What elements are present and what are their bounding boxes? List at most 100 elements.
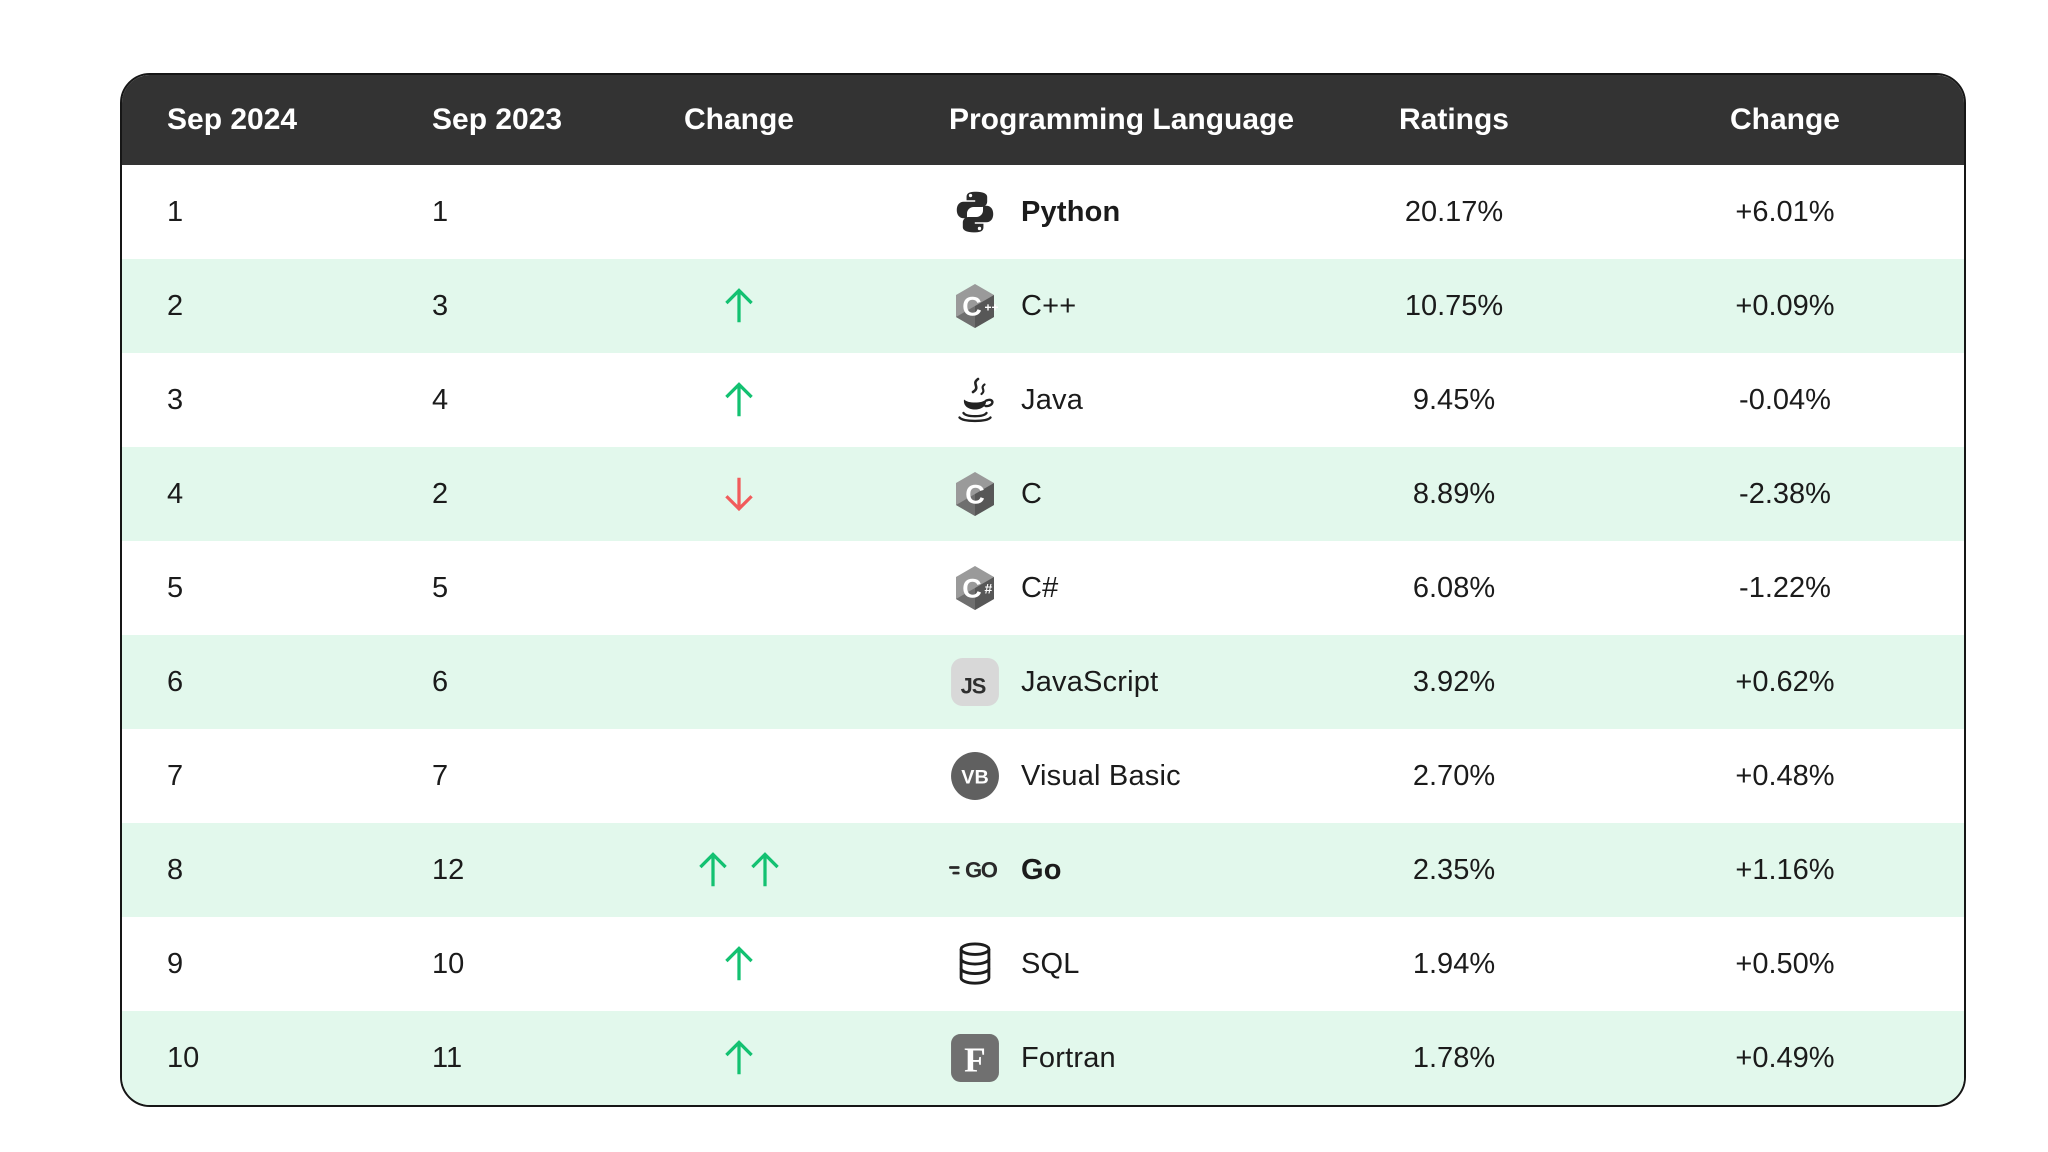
rank-previous-cell: 4 — [432, 383, 449, 416]
up-arrow-icon — [721, 944, 757, 984]
table-row: 3 4 Java 9.45% -0.04% — [122, 353, 1964, 447]
column-header-programming-language: Programming Language — [949, 103, 1295, 136]
rank-previous-cell: 7 — [432, 759, 449, 792]
sql-icon — [949, 938, 1001, 990]
rank-current-cell: 1 — [167, 195, 184, 228]
table-row: 5 5 C # C# 6.08% -1.22% — [122, 541, 1964, 635]
language-name: Python — [1021, 195, 1121, 228]
table-row: 7 7 VB Visual Basic 2.70% +0.48% — [122, 729, 1964, 823]
up-arrow-icon — [721, 286, 757, 326]
language-cell: SQL — [889, 938, 1302, 990]
rank-current-cell: 2 — [167, 289, 184, 322]
cpp-icon: C ++ — [949, 280, 1001, 332]
down-arrow-icon — [721, 474, 757, 514]
ratings-cell: 8.89% — [1412, 477, 1496, 510]
svg-text:VB: VB — [961, 766, 988, 788]
rank-previous-cell: 6 — [432, 665, 449, 698]
ratings-change-cell: +1.16% — [1735, 853, 1835, 886]
language-name: Go — [1021, 853, 1062, 886]
language-name: C# — [1021, 571, 1059, 604]
language-cell: VB Visual Basic — [889, 750, 1302, 802]
language-cell: GO Go — [889, 844, 1302, 896]
table-row: 10 11 F Fortran 1.78% +0.49% — [122, 1011, 1964, 1105]
rank-current-cell: 5 — [167, 571, 184, 604]
ratings-change-cell: -0.04% — [1739, 383, 1831, 416]
rank-change-cell — [589, 286, 889, 326]
rank-previous-cell: 12 — [432, 853, 465, 886]
svg-text:C: C — [962, 292, 982, 322]
ratings-change-cell: -1.22% — [1739, 571, 1831, 604]
python-icon — [949, 186, 1001, 238]
table-row: 2 3 C ++ C++ 10.75% +0.09% — [122, 259, 1964, 353]
ratings-cell: 1.78% — [1412, 1041, 1496, 1074]
c-icon: C — [949, 468, 1001, 520]
rank-change-cell — [589, 850, 889, 890]
language-cell: Java — [889, 374, 1302, 426]
table-row: 9 10 SQL 1.94% +0.50% — [122, 917, 1964, 1011]
table-row: 4 2 C C 8.89% -2.38% — [122, 447, 1964, 541]
rank-previous-cell: 2 — [432, 477, 449, 510]
ratings-cell: 1.94% — [1412, 947, 1496, 980]
language-cell: C # C# — [889, 562, 1302, 614]
ratings-change-cell: +0.49% — [1735, 1041, 1835, 1074]
ratings-change-cell: +6.01% — [1735, 195, 1835, 228]
language-cell: F Fortran — [889, 1032, 1302, 1084]
fortran-icon: F — [949, 1032, 1001, 1084]
language-name: Visual Basic — [1021, 759, 1181, 792]
ratings-cell: 9.45% — [1412, 383, 1496, 416]
language-name: C — [1021, 477, 1043, 510]
svg-text:C: C — [962, 574, 982, 604]
ratings-change-cell: +0.09% — [1735, 289, 1835, 322]
column-header-rank-change: Change — [683, 103, 794, 136]
svg-text:++: ++ — [985, 301, 999, 315]
svg-text:JS: JS — [961, 673, 986, 698]
ratings-cell: 2.70% — [1412, 759, 1496, 792]
rank-change-cell — [589, 474, 889, 514]
up-arrow-icon — [747, 850, 783, 890]
rank-previous-cell: 10 — [432, 947, 465, 980]
ratings-change-cell: -2.38% — [1739, 477, 1831, 510]
rank-current-cell: 8 — [167, 853, 184, 886]
up-arrow-icon — [721, 1038, 757, 1078]
rank-previous-cell: 5 — [432, 571, 449, 604]
svg-text:C: C — [965, 480, 985, 510]
rank-previous-cell: 1 — [432, 195, 449, 228]
ratings-cell: 3.92% — [1412, 665, 1496, 698]
rank-current-cell: 6 — [167, 665, 184, 698]
svg-text:F: F — [964, 1040, 986, 1080]
up-arrow-icon — [695, 850, 731, 890]
language-name: Java — [1021, 383, 1084, 416]
language-ranking-table-card: Sep 2024 Sep 2023 Change Programming Lan… — [120, 73, 1966, 1107]
rank-previous-cell: 11 — [432, 1041, 463, 1074]
java-icon — [949, 374, 1001, 426]
rank-change-cell — [589, 944, 889, 984]
ratings-cell: 6.08% — [1412, 571, 1496, 604]
rank-current-cell: 4 — [167, 477, 184, 510]
rank-current-cell: 10 — [167, 1041, 200, 1074]
visual-basic-icon: VB — [949, 750, 1001, 802]
table-row: 8 12 GO Go 2.35% +1.16% — [122, 823, 1964, 917]
svg-text:GO: GO — [965, 858, 998, 883]
svg-text:#: # — [985, 581, 993, 597]
rank-current-cell: 9 — [167, 947, 184, 980]
language-name: JavaScript — [1021, 665, 1159, 698]
table-header-row: Sep 2024 Sep 2023 Change Programming Lan… — [122, 75, 1964, 165]
column-header-ratings-change: Change — [1729, 103, 1840, 136]
column-header-sep-2024: Sep 2024 — [167, 103, 298, 136]
rank-previous-cell: 3 — [432, 289, 449, 322]
ratings-change-cell: +0.48% — [1735, 759, 1835, 792]
column-header-ratings: Ratings — [1398, 103, 1509, 136]
javascript-icon: JS — [949, 656, 1001, 708]
language-name: SQL — [1021, 947, 1080, 980]
rank-change-cell — [589, 1038, 889, 1078]
ratings-cell: 10.75% — [1404, 289, 1504, 322]
ratings-cell: 20.17% — [1404, 195, 1504, 228]
language-cell: C ++ C++ — [889, 280, 1302, 332]
rank-current-cell: 3 — [167, 383, 184, 416]
go-icon: GO — [949, 844, 1001, 896]
up-arrow-icon — [721, 380, 757, 420]
rank-change-cell — [589, 380, 889, 420]
language-cell: Python — [889, 186, 1302, 238]
column-header-sep-2023: Sep 2023 — [432, 103, 563, 136]
